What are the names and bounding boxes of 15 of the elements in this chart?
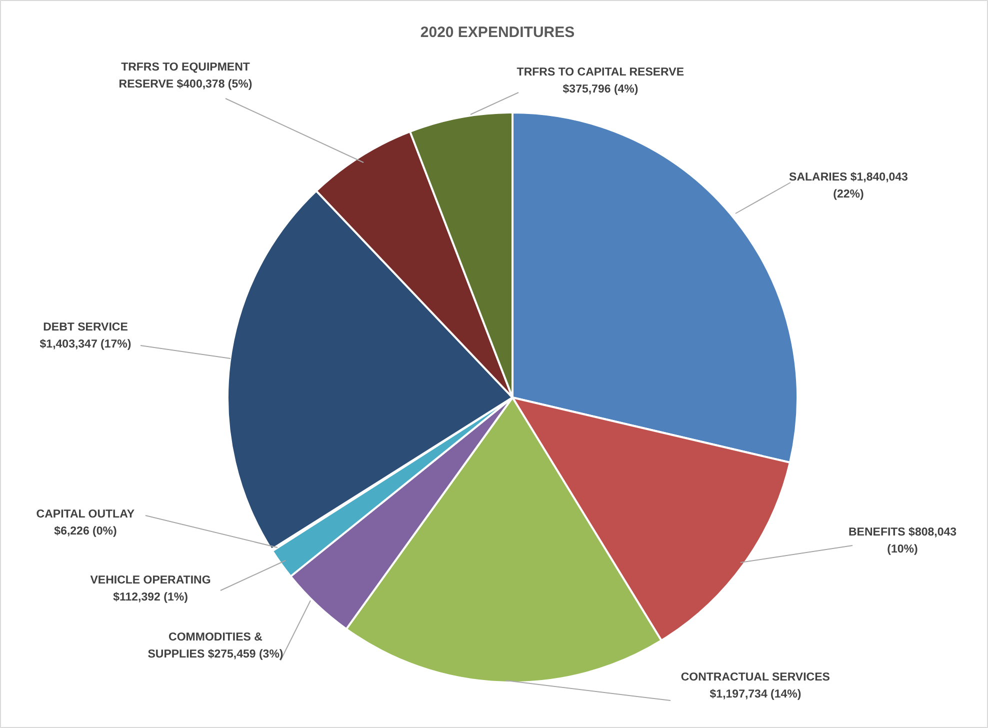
slice-label: TRFRS TO CAPITAL RESERVE — [516, 66, 684, 78]
chart-title: 2020 EXPENDITURES — [420, 24, 575, 41]
slice-label: CONTRACTUAL SERVICES — [680, 672, 830, 684]
data-label: $112,392 (1%) — [113, 592, 188, 604]
data-label: $1,197,734 (14%) — [710, 688, 802, 700]
data-label: $1,403,347 (17%) — [40, 338, 132, 350]
slice-label: DEBT SERVICE — [43, 322, 128, 334]
slice-label: COMMODITIES & SUPPLIES $275,459 (3%) — [148, 632, 284, 660]
slice-label: VEHICLE OPERATING — [90, 574, 211, 586]
slice-label: BENEFITS $808,043 (10%) — [848, 526, 957, 556]
slice-label: TRFRS TO EQUIPMENT RESERVE $400,378 (5%) — [118, 62, 252, 90]
data-label: $6,226 (0%) — [54, 526, 117, 538]
slice-label: SALARIES $1,840,043 (22%) — [789, 172, 908, 200]
data-label: $375,796 (4%) — [562, 84, 638, 96]
slice-label: CAPITAL OUTLAY — [36, 508, 135, 520]
